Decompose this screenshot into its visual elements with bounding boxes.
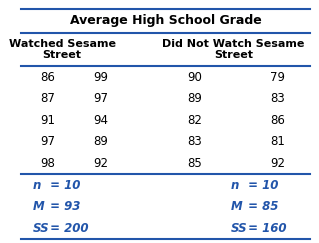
Text: 97: 97 [93, 92, 108, 105]
Text: M: M [230, 200, 242, 213]
Text: M: M [33, 200, 44, 213]
Text: 90: 90 [188, 70, 203, 84]
Text: 86: 86 [270, 114, 285, 127]
Text: 92: 92 [270, 157, 285, 170]
Text: 83: 83 [188, 135, 202, 148]
Text: Average High School Grade: Average High School Grade [70, 14, 261, 27]
Text: 81: 81 [270, 135, 285, 148]
Text: = 160: = 160 [244, 222, 286, 235]
Text: 97: 97 [40, 135, 55, 148]
Text: = 93: = 93 [46, 200, 80, 213]
Text: 86: 86 [40, 70, 55, 84]
Text: 99: 99 [93, 70, 108, 84]
Text: = 200: = 200 [46, 222, 88, 235]
Text: 89: 89 [188, 92, 203, 105]
Text: 82: 82 [188, 114, 203, 127]
Text: 98: 98 [40, 157, 55, 170]
Text: 89: 89 [93, 135, 108, 148]
Text: = 10: = 10 [46, 179, 80, 192]
Text: = 10: = 10 [244, 179, 278, 192]
Text: 87: 87 [40, 92, 55, 105]
Text: Watched Sesame
Street: Watched Sesame Street [9, 39, 115, 60]
Text: n: n [33, 179, 41, 192]
Text: SS: SS [33, 222, 49, 235]
Text: = 85: = 85 [244, 200, 278, 213]
Text: 92: 92 [93, 157, 108, 170]
Text: 85: 85 [188, 157, 202, 170]
Text: 91: 91 [40, 114, 55, 127]
Text: Did Not Watch Sesame
Street: Did Not Watch Sesame Street [162, 39, 305, 60]
Text: n: n [230, 179, 239, 192]
Text: 94: 94 [93, 114, 108, 127]
Text: 79: 79 [270, 70, 285, 84]
Text: SS: SS [230, 222, 247, 235]
Text: 83: 83 [271, 92, 285, 105]
